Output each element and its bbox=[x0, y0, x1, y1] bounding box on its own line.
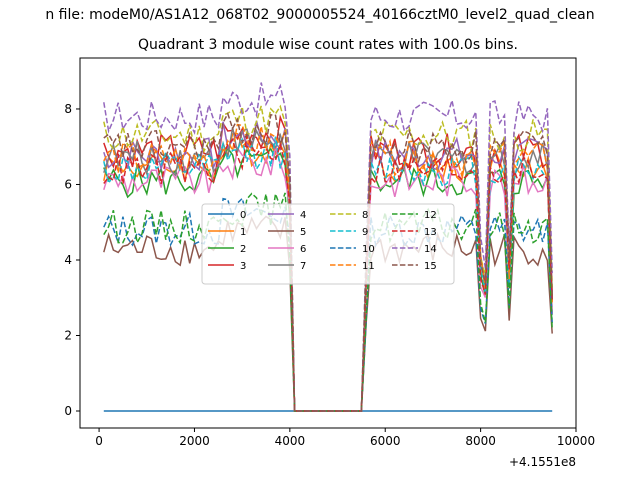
x-tick-label: 8000 bbox=[465, 434, 496, 448]
x-offset-label: +4.1551e8 bbox=[509, 455, 576, 469]
y-tick-label: 8 bbox=[64, 102, 72, 116]
series-line-13 bbox=[103, 133, 553, 412]
x-tick-label: 0 bbox=[95, 434, 103, 448]
legend-label-13: 13 bbox=[424, 227, 437, 238]
legend-label-10: 10 bbox=[362, 244, 375, 255]
legend-label-11: 11 bbox=[362, 261, 375, 272]
x-tick-label: 4000 bbox=[275, 434, 306, 448]
legend-label-2: 2 bbox=[240, 244, 246, 255]
legend-label-9: 9 bbox=[362, 227, 368, 238]
x-axis: 0 2000 4000 6000 8000 10000 bbox=[95, 428, 595, 448]
legend-label-6: 6 bbox=[300, 244, 306, 255]
legend-label-14: 14 bbox=[424, 244, 437, 255]
legend-label-12: 12 bbox=[424, 210, 437, 221]
plot-frame bbox=[79, 57, 577, 429]
series-line-14 bbox=[103, 82, 553, 412]
y-tick-label: 0 bbox=[64, 404, 72, 418]
x-tick-label: 2000 bbox=[179, 434, 210, 448]
x-tick-label: 6000 bbox=[370, 434, 401, 448]
figure-suptitle: n file: modeM0/AS1A12_068T02_9000005524_… bbox=[45, 7, 594, 23]
chart-title: Quadrant 3 module wise count rates with … bbox=[138, 37, 518, 53]
series-layer bbox=[103, 82, 553, 412]
series-line-15 bbox=[103, 111, 553, 412]
y-tick-label: 2 bbox=[64, 329, 72, 343]
y-axis: 0 2 4 6 8 bbox=[64, 102, 80, 418]
legend-label-8: 8 bbox=[362, 210, 368, 221]
legend-box bbox=[201, 203, 455, 285]
series-line-9 bbox=[103, 136, 553, 412]
x-tick-label: 10000 bbox=[557, 434, 595, 448]
legend-label-3: 3 bbox=[240, 261, 246, 272]
legend-label-1: 1 bbox=[240, 227, 246, 238]
y-tick-label: 6 bbox=[64, 177, 72, 191]
legend-label-7: 7 bbox=[300, 261, 306, 272]
legend-label-15: 15 bbox=[424, 261, 437, 272]
series-line-11 bbox=[103, 123, 553, 412]
legend-label-0: 0 bbox=[240, 210, 246, 221]
y-tick-label: 4 bbox=[64, 253, 72, 267]
legend-label-5: 5 bbox=[300, 227, 306, 238]
legend-label-4: 4 bbox=[300, 210, 306, 221]
